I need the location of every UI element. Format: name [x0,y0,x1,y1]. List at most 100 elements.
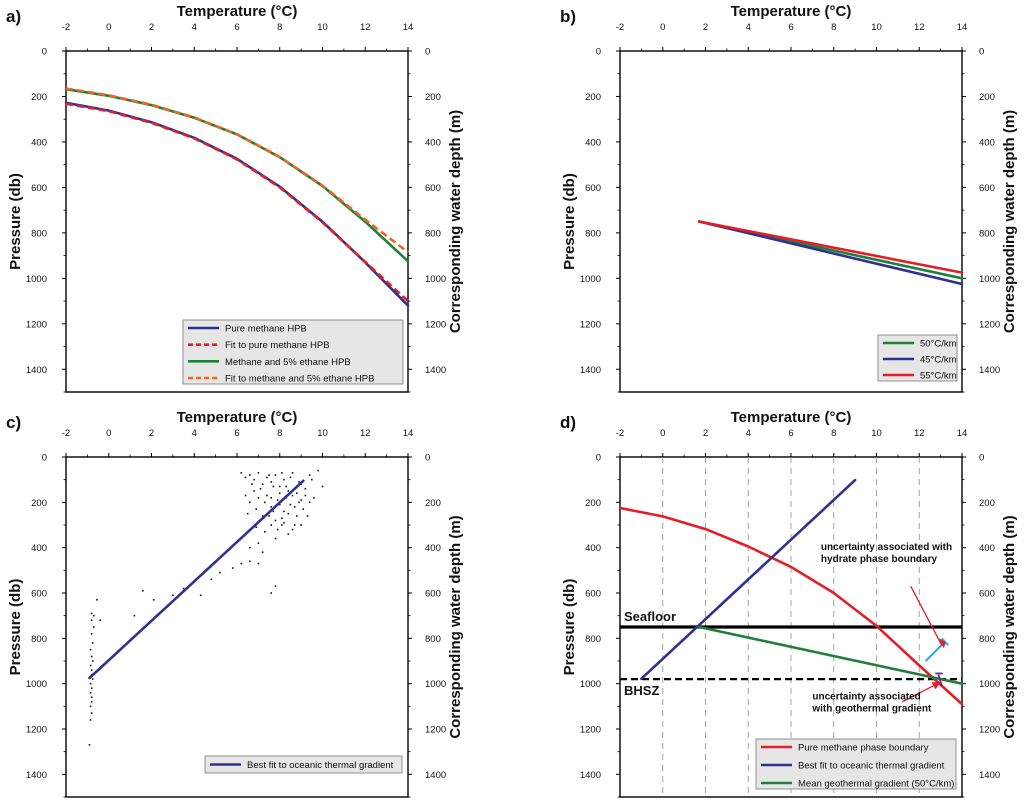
panel-label: c) [6,413,21,432]
x-tick-label: 6 [234,428,239,439]
data-point [313,497,315,499]
data-point [249,546,251,549]
data-point [304,494,307,497]
series-line [697,625,964,686]
y2-tick-label: 800 [979,634,995,645]
legend-label: Fit to methane and 5% ethane HPB [225,374,374,385]
data-point [152,599,155,601]
annotation-text: uncertainty associated with [821,542,952,553]
y-tick-label: 200 [31,498,47,509]
data-point [249,474,251,476]
data-point [255,526,258,529]
data-point [268,474,270,476]
y-tick-label: 200 [585,498,601,509]
data-point [91,678,94,680]
data-point [90,701,93,703]
data-point [255,508,258,510]
x-tick-label: 0 [106,22,111,33]
data-point [278,485,281,488]
annotation-arrow [910,585,943,646]
y2-tick-label: 1200 [979,725,1000,736]
y2-axis-title: Corresponding water depth (m) [1001,515,1018,738]
x-tick-label: 4 [192,428,197,439]
x-tick-label: 0 [660,428,665,439]
y-tick-label: 400 [31,137,47,148]
legend-label: 55°C/km [920,371,957,382]
data-point [304,487,307,490]
x-tick-label: 2 [149,428,154,439]
y-tick-label: 1000 [26,679,47,690]
x-tick-label: 14 [957,22,968,33]
y2-tick-label: 0 [979,47,984,58]
data-point [291,528,294,531]
data-point [249,501,251,504]
data-point [257,497,260,499]
y-tick-label: 1200 [580,319,601,330]
legend-label: 50°C/km [920,339,957,350]
data-point [240,562,243,565]
data-point [285,485,287,488]
data-point [293,524,296,526]
data-point [270,481,272,483]
data-point [281,517,283,519]
data-point [231,567,234,569]
x-tick-label: 12 [360,22,371,33]
series-line [65,87,409,254]
data-point [270,506,272,508]
y-tick-label: 400 [585,543,601,554]
data-point [263,501,266,504]
data-point [90,655,93,658]
panel-c: -2 0 2 4 6 8 10 12 14 0 200 400 600 800 1000 1200 1400 0 2… [6,409,464,798]
data-point [210,578,213,581]
data-point [99,619,101,621]
data-point [219,571,221,574]
y2-tick-label: 600 [425,183,441,194]
y-tick-label: 800 [31,634,47,645]
x-tick-label: 6 [234,22,239,33]
series-line [640,478,857,681]
x-tick-label: 14 [957,428,968,439]
x-tick-label: 10 [317,22,328,33]
legend-label: Best fit to oceanic thermal gradient [798,761,945,772]
y-tick-label: 600 [585,589,601,600]
y2-tick-label: 1400 [979,365,1000,376]
y-axis-title: Pressure (db) [561,173,578,270]
data-point [92,614,95,617]
y-tick-label: 1000 [580,679,601,690]
x-tick-label: 4 [746,22,751,33]
x-tick-label: 10 [871,22,882,33]
hline-label: BHSZ [624,683,659,698]
panel-label: b) [560,7,576,26]
data-point [278,492,281,495]
x-axis-title: Temperature (°C) [177,3,298,20]
y2-tick-label: 0 [979,453,984,464]
y2-axis-title: Corresponding water depth (m) [447,515,464,738]
data-point [89,682,92,685]
x-tick-label: 12 [914,428,925,439]
data-point [90,612,93,615]
data-point [263,531,266,533]
y2-tick-label: 200 [979,498,995,509]
legend-label: Mean geothermal gradient (50°C/km) [798,779,954,790]
y2-tick-label: 400 [979,137,995,148]
data-point [244,476,247,479]
data-point [172,594,174,597]
y2-tick-label: 1000 [979,274,1000,285]
data-point [308,501,311,504]
data-point [278,503,281,506]
data-point [287,512,290,515]
x-tick-label: 10 [871,428,882,439]
x-tick-label: 4 [192,22,197,33]
data-point [296,515,298,517]
x-tick-label: 2 [703,22,708,33]
data-point [88,744,91,746]
x-tick-label: -2 [62,22,70,33]
data-point [266,476,268,479]
data-point [300,499,302,501]
data-point [308,474,311,476]
data-point [90,687,93,689]
data-point [253,490,255,492]
y-tick-label: 400 [31,543,47,554]
data-point [281,472,283,474]
